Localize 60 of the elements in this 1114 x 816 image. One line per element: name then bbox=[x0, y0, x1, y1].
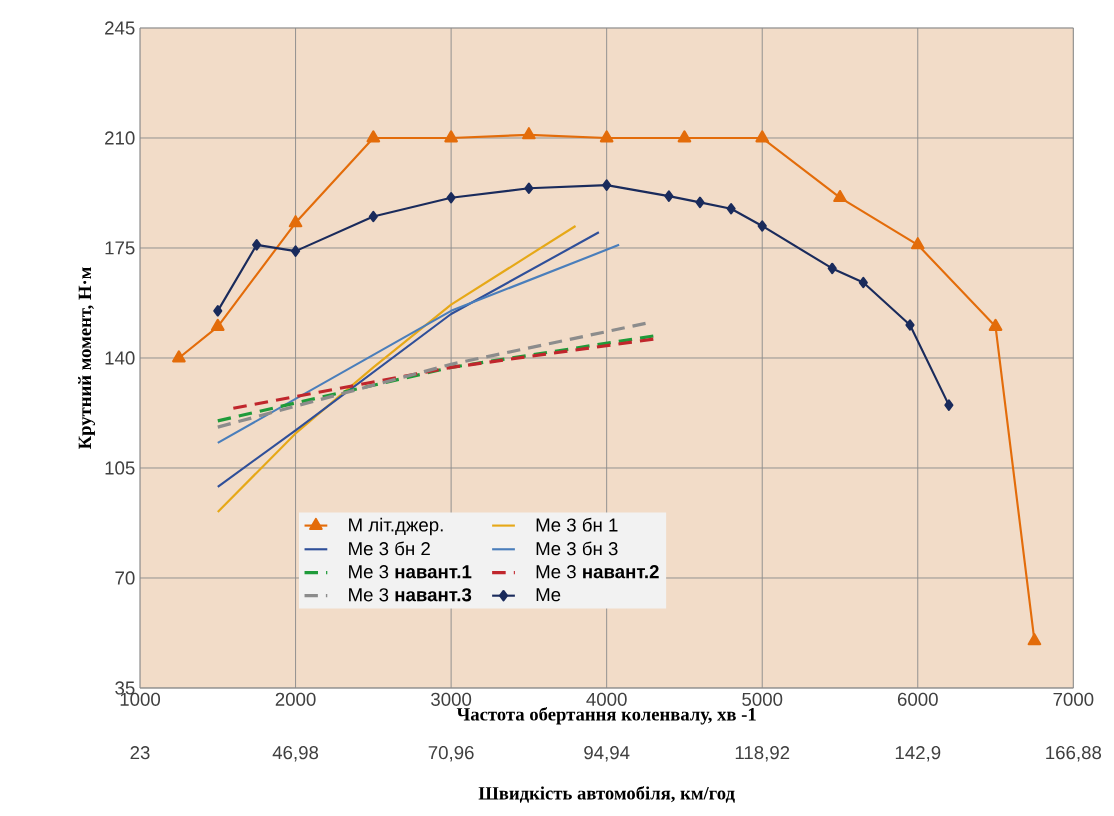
point bbox=[905, 319, 915, 331]
point bbox=[172, 350, 186, 363]
legend-label: М літ.джер. bbox=[349, 517, 443, 536]
x2-tick-label: 70,96 bbox=[428, 746, 474, 762]
point bbox=[755, 130, 770, 143]
y-tick-label: 245 bbox=[105, 21, 135, 35]
y-tick-label: 175 bbox=[105, 241, 135, 255]
point bbox=[288, 215, 303, 228]
point bbox=[524, 182, 534, 195]
x-tick-label: 7000 bbox=[1053, 692, 1094, 706]
point bbox=[858, 276, 868, 289]
point bbox=[910, 237, 925, 250]
x2-tick-label: 142,9 bbox=[895, 746, 941, 762]
point bbox=[988, 318, 1003, 331]
line-series bbox=[216, 224, 577, 514]
legend-label: Me 3 навант.1 bbox=[349, 565, 472, 579]
x2-tick-label: 166,88 bbox=[1046, 746, 1102, 762]
legend-label: Me 3 навант.3 bbox=[349, 588, 472, 602]
legend-label: Me 3 бн 3 bbox=[536, 541, 618, 556]
x2-axis-title: Швидкість автомобіля, км/год bbox=[478, 786, 735, 803]
point bbox=[827, 262, 837, 275]
point bbox=[252, 239, 262, 251]
point bbox=[1027, 633, 1042, 646]
point bbox=[664, 190, 674, 202]
y-tick-label: 70 bbox=[115, 571, 135, 585]
point bbox=[757, 220, 767, 232]
x2-tick-label: 118,92 bbox=[735, 746, 790, 762]
x-tick-label: 4000 bbox=[586, 692, 627, 706]
y-axis-title: Крутний момент, Н·м bbox=[78, 267, 95, 450]
point bbox=[213, 305, 223, 317]
point bbox=[366, 130, 381, 143]
x-tick-label: 3000 bbox=[431, 692, 472, 706]
point bbox=[522, 127, 536, 140]
x-tick-label: 5000 bbox=[742, 692, 783, 706]
line-series bbox=[216, 231, 600, 488]
legend-label: Me 3 бн 1 bbox=[536, 517, 618, 532]
point bbox=[368, 210, 378, 223]
legend-label: Me 3 навант.2 bbox=[536, 565, 659, 579]
x2-tick-label: 23 bbox=[130, 746, 150, 760]
point bbox=[944, 399, 954, 411]
point bbox=[599, 130, 614, 143]
x-tick-label: 2000 bbox=[275, 692, 316, 706]
x-tick-label: 6000 bbox=[897, 692, 938, 706]
point bbox=[444, 130, 458, 143]
point bbox=[695, 196, 705, 209]
y-tick-label: 105 bbox=[105, 461, 135, 475]
point bbox=[446, 191, 456, 204]
x-axis-title: Частота обертання коленвалу, хв -1 bbox=[456, 707, 756, 725]
point bbox=[726, 202, 736, 215]
legend-label: Me 3 бн 2 bbox=[349, 541, 430, 556]
point bbox=[677, 130, 692, 143]
point bbox=[833, 189, 847, 203]
point bbox=[290, 245, 301, 257]
y-tick-label: 210 bbox=[105, 131, 135, 145]
legend-label: Me bbox=[536, 588, 561, 602]
x2-tick-label: 46,98 bbox=[272, 746, 319, 762]
y-tick-label: 140 bbox=[105, 351, 135, 365]
point bbox=[210, 318, 225, 331]
x2-tick-label: 94,94 bbox=[584, 746, 630, 762]
point bbox=[602, 179, 612, 191]
